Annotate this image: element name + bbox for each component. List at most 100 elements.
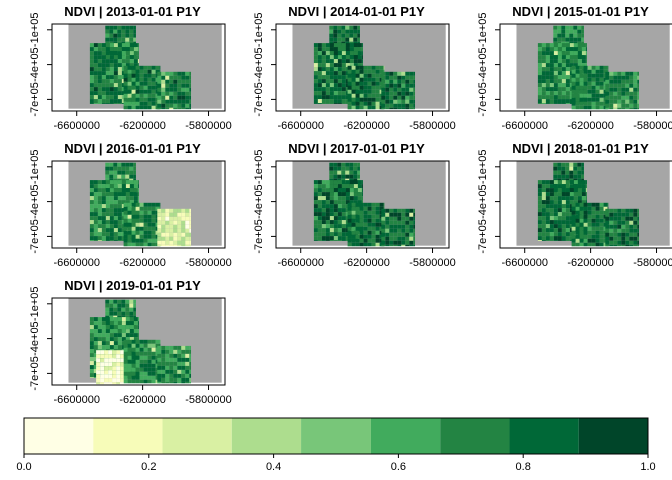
raster-cell [121, 200, 126, 205]
raster-cell [337, 25, 342, 30]
raster-cell [565, 180, 570, 185]
panel-title: NDVI | 2018-01-01 P1Y [512, 141, 649, 156]
raster-cell [617, 228, 622, 233]
raster-cell [147, 206, 152, 211]
raster-cell [591, 69, 596, 74]
raster-cell [105, 240, 110, 241]
raster-cell [393, 75, 398, 80]
raster-cell [131, 69, 136, 74]
raster-cell [113, 329, 118, 334]
raster-cell [385, 91, 390, 96]
raster-cell [113, 341, 118, 346]
raster-cell [93, 329, 98, 334]
raster-cell [165, 208, 170, 213]
raster-cell [113, 91, 118, 96]
raster-cell [605, 232, 610, 237]
raster-cell [397, 99, 402, 104]
raster-cell [109, 170, 114, 175]
raster-cell [329, 212, 334, 217]
raster-cell [389, 79, 394, 84]
raster-cell [121, 174, 126, 179]
raster-cell [121, 303, 126, 308]
raster-cell [629, 228, 634, 233]
raster-cell [349, 200, 354, 205]
raster-cell [413, 107, 416, 110]
raster-cell [117, 321, 122, 326]
raster-cell [337, 166, 342, 171]
raster-cell [351, 73, 356, 78]
raster-cell [313, 196, 318, 201]
raster-cell [569, 47, 574, 52]
raster-cell [117, 345, 122, 350]
raster-cell [359, 105, 364, 110]
raster-cell [341, 43, 346, 48]
raster-cell [349, 180, 354, 185]
raster-cell [117, 236, 122, 241]
raster-cell [161, 232, 166, 237]
raster-cell [101, 71, 106, 76]
raster-cell [113, 180, 118, 185]
colorbar-tick-label: 0.4 [266, 461, 281, 473]
raster-cell [127, 238, 132, 243]
raster-cell [173, 361, 178, 366]
raster-cell [101, 240, 106, 241]
raster-cell [321, 99, 326, 104]
raster-cell [413, 208, 416, 213]
raster-cell [105, 47, 110, 52]
raster-cell [569, 196, 574, 201]
raster-cell [147, 81, 152, 86]
raster-cell [133, 303, 136, 308]
raster-cell [341, 75, 346, 80]
raster-cell [129, 307, 134, 312]
raster-cell [625, 208, 630, 213]
raster-cell [613, 232, 618, 237]
raster-cell [599, 234, 604, 239]
raster-cell [385, 236, 390, 241]
raster-cell [363, 77, 368, 82]
raster-cell [617, 220, 622, 225]
raster-cell [173, 240, 178, 245]
raster-cell [113, 51, 118, 56]
raster-cell [157, 208, 162, 213]
raster-cell [571, 218, 576, 223]
raster-cell [97, 43, 102, 48]
raster-cell [347, 218, 352, 223]
raster-cell [605, 87, 610, 92]
raster-cell [393, 71, 398, 76]
raster-cell [409, 95, 414, 100]
raster-cell [599, 81, 604, 86]
raster-cell [357, 29, 360, 34]
raster-cell [393, 228, 398, 233]
raster-cell [89, 71, 94, 76]
raster-cell [105, 216, 110, 221]
raster-cell [181, 369, 186, 374]
colorbar-tick-label: 0.8 [516, 461, 531, 473]
raster-cell [127, 89, 132, 94]
raster-cell [405, 71, 410, 76]
raster-cell [113, 220, 118, 225]
raster-cell [127, 210, 132, 215]
raster-cell [131, 93, 136, 98]
raster-cell [325, 220, 330, 225]
raster-cell [139, 206, 144, 211]
raster-cell [121, 311, 126, 316]
raster-cell [147, 347, 152, 352]
raster-cell [573, 166, 578, 171]
raster-cell [129, 325, 134, 330]
raster-cell [625, 244, 630, 247]
raster-cell [131, 210, 136, 215]
raster-cell [143, 77, 148, 82]
raster-cell [341, 63, 346, 68]
raster-cell [389, 87, 394, 92]
raster-cell [313, 204, 318, 209]
raster-cell [565, 166, 570, 171]
raster-cell [109, 329, 114, 334]
raster-cell [579, 89, 584, 94]
raster-cell [375, 69, 380, 74]
raster-cell [177, 75, 182, 80]
raster-cell [135, 77, 140, 82]
raster-cell [127, 339, 132, 344]
raster-cell [89, 341, 94, 346]
raster-cell [159, 202, 161, 207]
raster-cell [621, 79, 626, 84]
